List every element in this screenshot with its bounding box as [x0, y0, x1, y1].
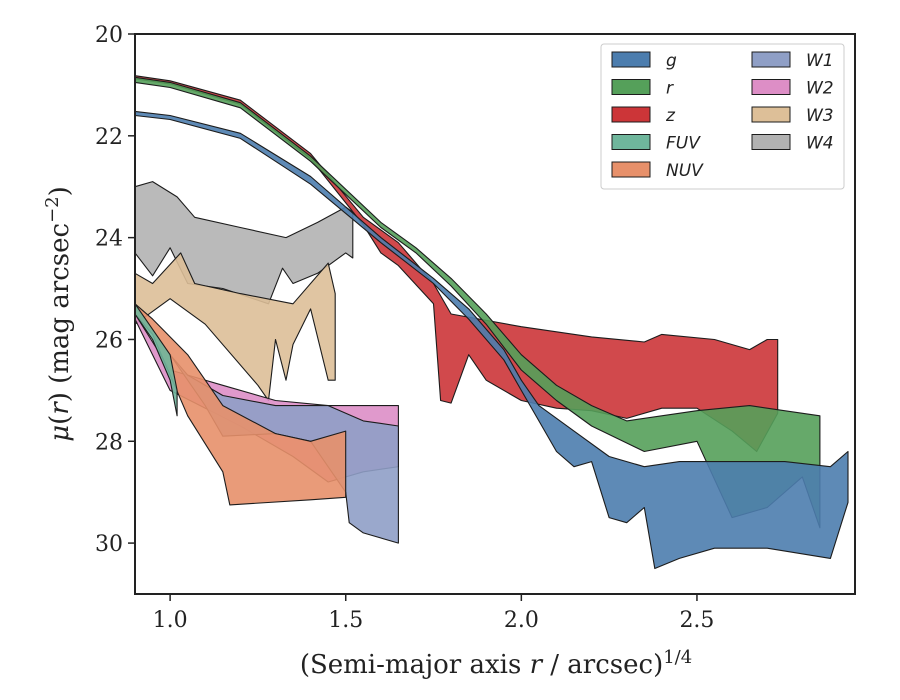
- plot-frame: [134, 33, 856, 595]
- series-bands: [134, 75, 849, 570]
- band-W3: [134, 252, 336, 402]
- x-tick-label: 1.5: [328, 608, 363, 633]
- legend-swatch-g: [611, 51, 651, 68]
- legend-label-W1: W1: [806, 51, 834, 71]
- legend-label-g: g: [666, 51, 677, 71]
- legend-label-W2: W2: [806, 79, 834, 99]
- band-FUV: [134, 303, 178, 417]
- y-tick-label: 20: [95, 23, 123, 48]
- legend-swatch-W1: [751, 51, 791, 68]
- band-g: [134, 110, 849, 570]
- y-tick-label: 26: [95, 328, 123, 353]
- x-axis-label: (Semi-major axis r / arcsec)1/4: [300, 647, 692, 680]
- legend-label-NUV: NUV: [666, 161, 704, 181]
- legend-swatch-W4: [751, 134, 791, 150]
- legend-swatch-FUV: [611, 134, 651, 150]
- legend-swatch-NUV: [611, 161, 651, 178]
- x-tick-label: 2.5: [679, 608, 714, 633]
- legend: grz FUV NUV W1 W2 W3 W4: [600, 43, 845, 190]
- legend-label-FUV: FUV: [666, 134, 701, 154]
- y-tick-label: 24: [95, 227, 123, 252]
- x-axis-ticks: 1.0 1.5 2.0 2.5: [153, 594, 714, 633]
- legend-label-W3: W3: [806, 106, 834, 126]
- legend-label-r: r: [666, 79, 674, 99]
- legend-label-z: z: [665, 106, 676, 126]
- y-tick-label: 22: [95, 125, 123, 150]
- legend-swatch-W3: [751, 106, 791, 123]
- y-axis-label: μ(r) (mag arcsec−2): [42, 186, 75, 442]
- y-axis-ticks: 20 22 24 26 28 30: [95, 23, 135, 557]
- x-tick-label: 1.0: [153, 608, 188, 633]
- legend-swatch-W2: [751, 79, 791, 95]
- legend-swatch-r: [611, 79, 651, 95]
- legend-label-W4: W4: [806, 134, 834, 154]
- y-tick-label: 30: [95, 532, 123, 557]
- legend-swatch-z: [611, 106, 651, 123]
- y-tick-label: 28: [95, 430, 123, 455]
- x-tick-label: 2.0: [504, 608, 539, 633]
